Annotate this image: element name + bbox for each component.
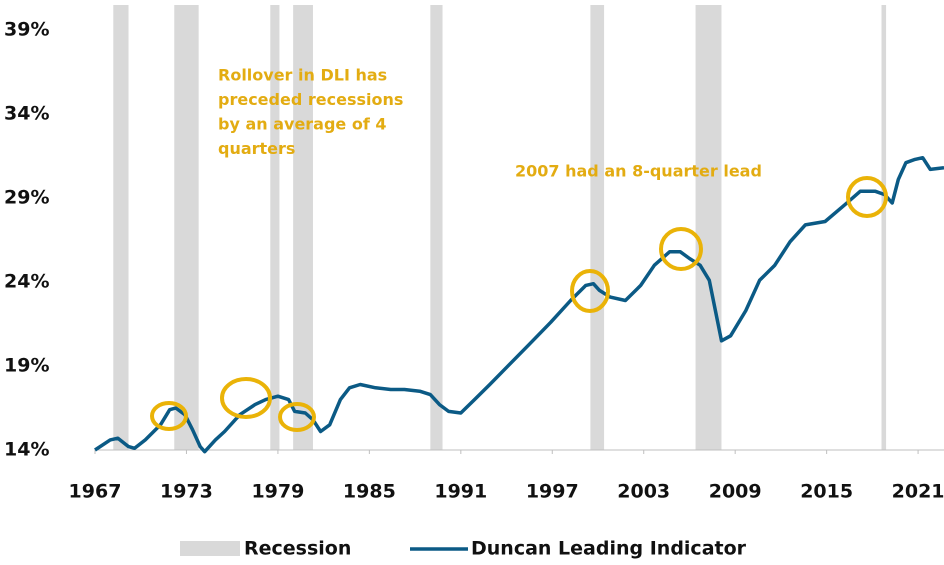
axes: 14% 19% 24% 29% 34% 39% 1967 1973 1979 1985 1991 19…: [4, 19, 944, 503]
x-tick-label: 1991: [434, 481, 487, 503]
annotation: Rollover in DLI has: [218, 66, 387, 85]
y-tick-label: 39%: [4, 19, 49, 41]
legend-label: Duncan Leading Indicator: [471, 538, 747, 560]
recession-band: [270, 5, 280, 450]
series-line: [94, 155, 944, 454]
x-tick-label: 1985: [343, 481, 396, 503]
legend-label: Recession: [244, 538, 351, 560]
recession-band: [695, 5, 722, 450]
y-tick-label: 19%: [4, 355, 49, 377]
highlight: [278, 402, 316, 432]
annotation: preceded recessions: [218, 90, 403, 109]
highlight: [570, 269, 610, 313]
recession-band: [174, 5, 199, 450]
recession-band: [881, 5, 887, 450]
highlight: [150, 401, 188, 431]
annotation: quarters: [218, 139, 295, 158]
recession-bands: [113, 5, 887, 450]
highlight-circles: [150, 176, 888, 432]
x-tick-label: 1997: [526, 481, 579, 503]
x-tick-label: 2009: [709, 481, 762, 503]
annotation: by an average of 4: [218, 115, 387, 134]
highlight: [659, 227, 703, 271]
highlight: [220, 377, 272, 419]
recession-band: [590, 5, 605, 450]
annotation: 2007 had an 8-quarter lead: [515, 162, 762, 181]
highlight: [846, 176, 888, 218]
y-tick-label: 14%: [4, 439, 49, 461]
plot: [94, 155, 944, 454]
x-tick-label: 2003: [617, 481, 670, 503]
x-tick-label: 2015: [800, 481, 853, 503]
annotations: Rollover in DLI has preceded recessions by…: [218, 66, 762, 181]
y-tick-label: 29%: [4, 187, 49, 209]
x-tick-label: 1973: [160, 481, 213, 503]
y-tick-label: 34%: [4, 103, 49, 125]
x-tick-label: 1979: [251, 481, 304, 503]
x-tick-label: 1967: [69, 481, 122, 503]
x-tick-label: 2021: [892, 481, 944, 503]
y-tick-label: 24%: [4, 271, 49, 293]
legend-swatch: [180, 541, 240, 556]
recession-band: [430, 5, 443, 450]
legend: Recession Duncan Leading Indicator: [180, 538, 747, 560]
recession-band: [293, 5, 313, 450]
recession-band: [113, 5, 129, 450]
